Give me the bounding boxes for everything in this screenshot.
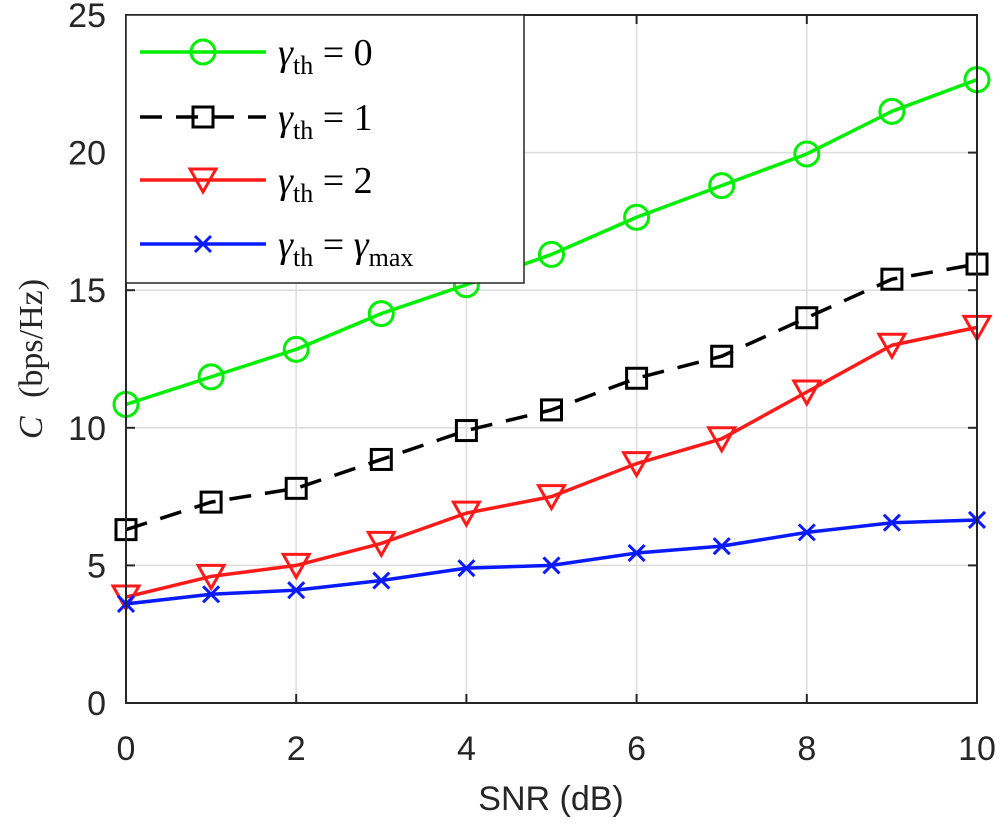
series-3-point xyxy=(193,234,213,254)
series-2-point xyxy=(365,530,397,559)
series-2-point xyxy=(621,451,653,479)
series-0-point xyxy=(282,335,310,363)
series-3-point xyxy=(627,543,646,563)
series-0-point xyxy=(367,300,395,328)
x-tick-label: 4 xyxy=(457,730,476,768)
series-3-point xyxy=(797,523,816,542)
y-tick-label: 15 xyxy=(68,272,106,310)
series-0-point xyxy=(189,38,217,66)
series-1-point xyxy=(191,105,215,129)
series-2-point xyxy=(195,563,227,592)
series-0-point xyxy=(878,97,906,125)
legend-entry-1: γth = 1 xyxy=(140,97,373,145)
x-tick-label: 6 xyxy=(627,730,646,768)
y-axis-label: C (bps/Hz) xyxy=(13,279,50,439)
y-tick-label: 0 xyxy=(87,685,106,723)
series-3-point xyxy=(372,571,391,590)
series-3-point xyxy=(882,513,901,532)
legend-entry-0: γth = 0 xyxy=(140,32,373,80)
plot-frame xyxy=(125,14,978,704)
series-3-point xyxy=(542,556,561,575)
series-2-point xyxy=(535,484,568,512)
series-0-point xyxy=(708,172,736,200)
series-1-point xyxy=(625,366,649,390)
series-1-point xyxy=(284,476,308,500)
series-1-point xyxy=(454,419,478,443)
legend-entry-2: γth = 2 xyxy=(140,160,373,208)
y-tick-label: 25 xyxy=(68,0,106,35)
series-2-point xyxy=(450,500,482,529)
svg-text:C (bps/Hz): C (bps/Hz) xyxy=(13,279,50,439)
series-1-point xyxy=(710,344,734,368)
legend-label: γth = 1 xyxy=(278,97,373,145)
series-1-point xyxy=(540,398,563,422)
series-2-point xyxy=(187,167,219,196)
legend: γth = 0 γth = 1 γth = 2 γth = γmax xyxy=(125,14,525,284)
series-1-point xyxy=(199,490,223,514)
x-tick-label: 10 xyxy=(958,730,996,768)
y-tick-label: 10 xyxy=(68,410,106,448)
legend-label: γth = 2 xyxy=(278,160,373,208)
y-tick-label: 20 xyxy=(68,135,106,173)
series-1-point xyxy=(880,267,904,291)
series-3-point xyxy=(457,559,476,578)
legend-entry-3: γth = γmax xyxy=(140,224,413,272)
y-tick-label: 5 xyxy=(87,547,106,585)
x-axis-label: SNR (dB) xyxy=(478,780,623,818)
series-0-point xyxy=(793,140,821,168)
series-3-point xyxy=(202,585,221,604)
series-0-line xyxy=(125,78,978,407)
series-0-point xyxy=(623,203,651,231)
series-1-point xyxy=(795,306,819,330)
series-3-point xyxy=(287,581,306,600)
legend-label: γth = 0 xyxy=(278,32,373,80)
y-axis-label-symbol: C xyxy=(13,416,50,439)
y-axis-label-unit: (bps/Hz) xyxy=(13,279,50,398)
series-0-point xyxy=(197,363,225,391)
x-tick-label: 0 xyxy=(117,730,136,768)
series-2-point xyxy=(280,552,312,581)
x-tick-label: 8 xyxy=(797,730,816,768)
series-group xyxy=(110,66,993,613)
series-2-point xyxy=(706,426,738,454)
series-2-line xyxy=(125,325,978,599)
series-2-point xyxy=(876,332,908,361)
series-3 xyxy=(116,510,987,613)
series-3-point xyxy=(712,537,731,556)
series-1-line xyxy=(125,262,978,532)
series-1-point xyxy=(369,447,393,471)
legend-label: γth = γmax xyxy=(278,224,413,272)
series-0-point xyxy=(538,240,565,268)
x-tick-label: 2 xyxy=(287,730,306,768)
series-2-point xyxy=(791,379,823,408)
